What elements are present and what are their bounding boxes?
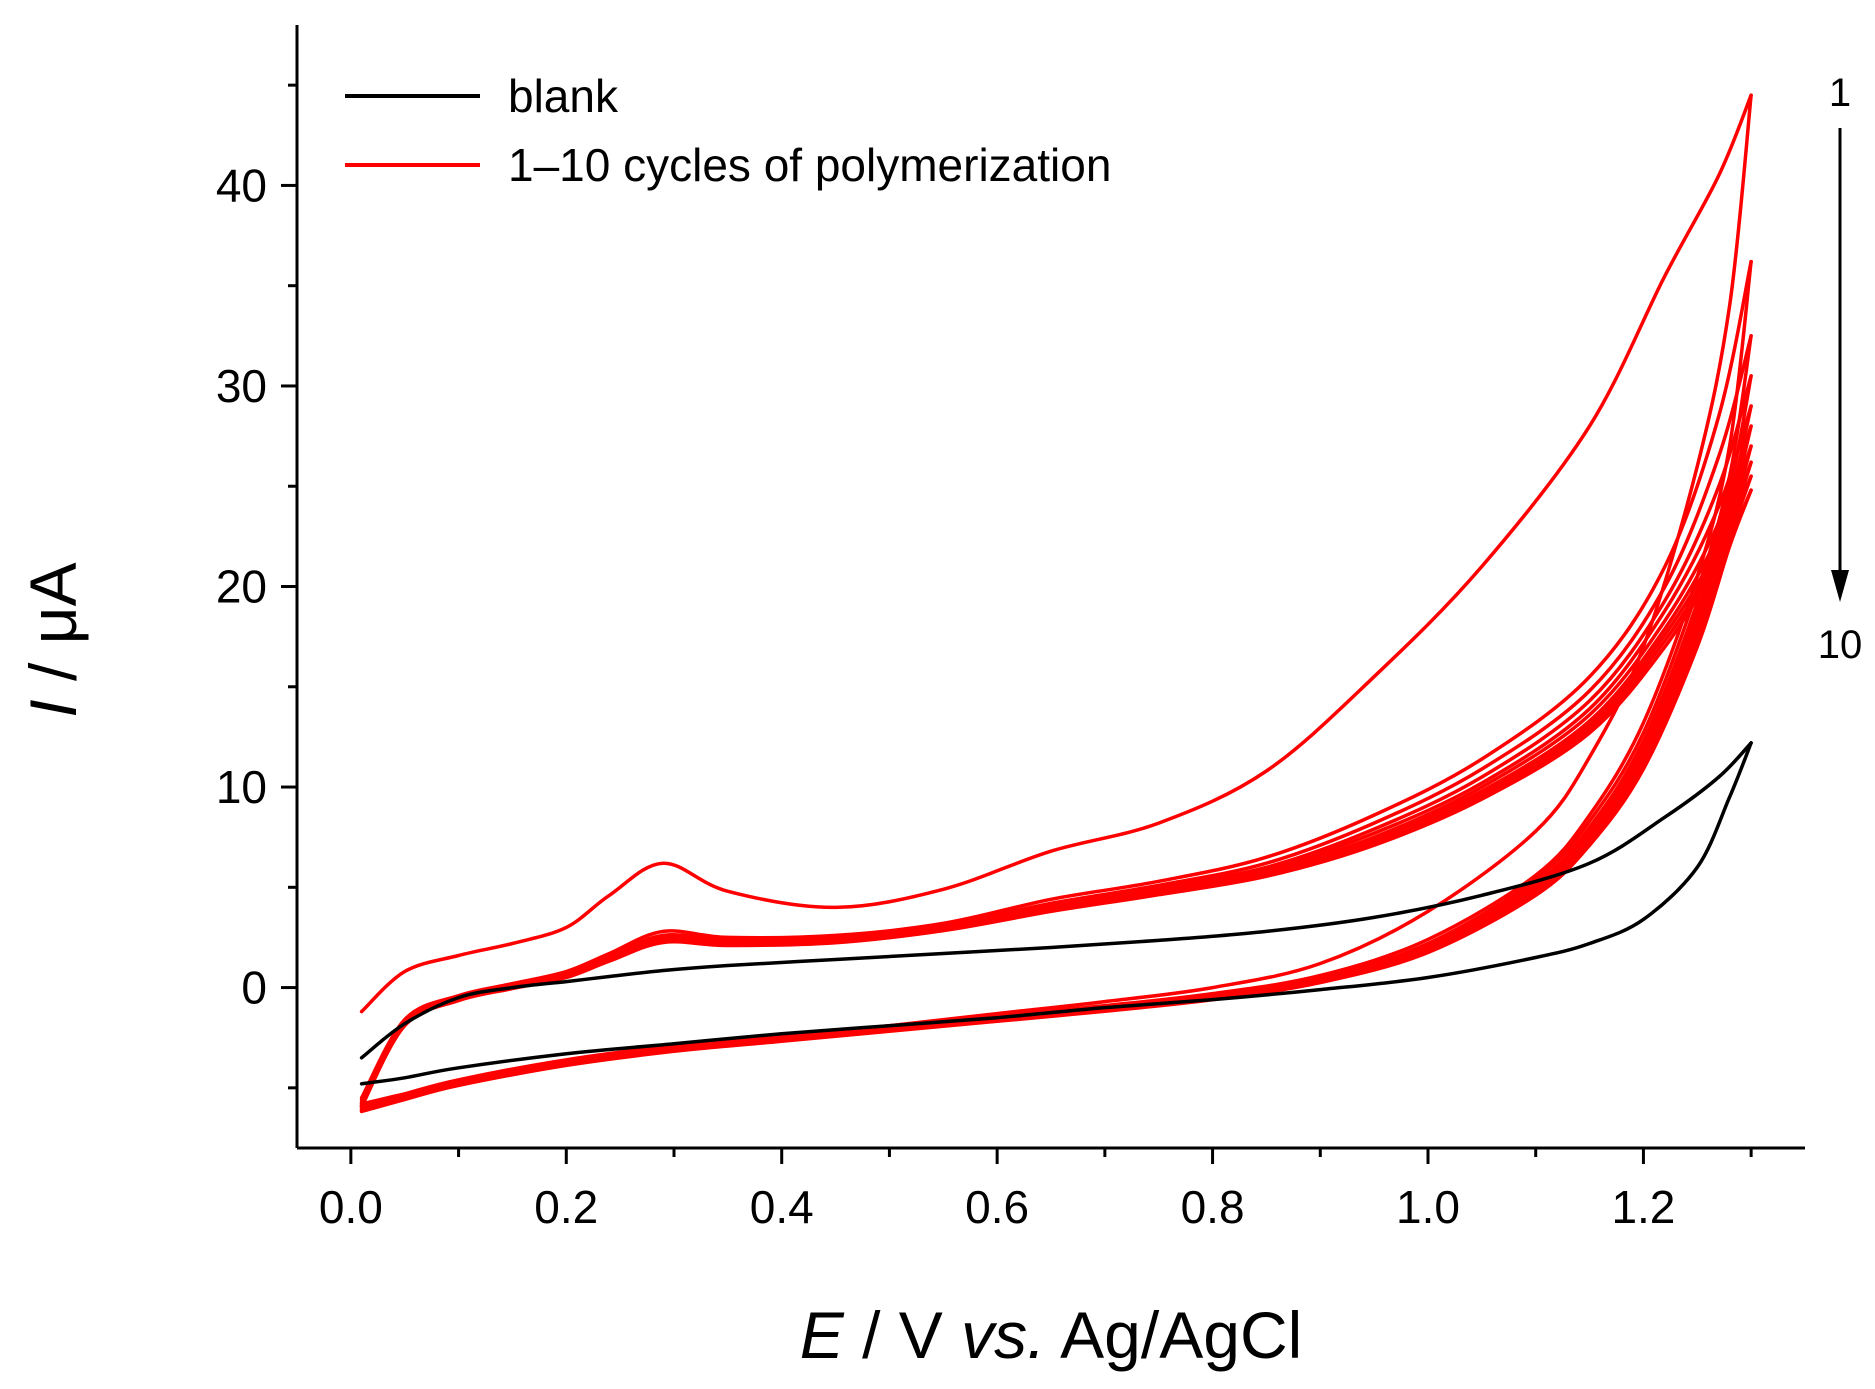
series-layer [359, 93, 1753, 1114]
series-cycle-2-reverse-scan [359, 259, 1753, 1108]
series-cycle-4-forward-scan [359, 374, 1753, 1104]
series-cycle-10-reverse-scan [359, 488, 1753, 1114]
legend-label-cycles: 1–10 cycles of polymerization [508, 139, 1111, 191]
y-axis-title-unit: / μA [16, 562, 90, 699]
x-axis-title-vs: vs. [961, 1298, 1045, 1372]
legend: blank 1–10 cycles of polymerization [345, 70, 1111, 191]
y-tick-label: 30 [216, 360, 267, 412]
legend-label-blank: blank [508, 70, 619, 122]
x-tick-label: 1.2 [1611, 1181, 1675, 1233]
x-tick-label: 0.4 [750, 1181, 814, 1233]
x-axis-title: E / V vs. Ag/AgCl [800, 1298, 1303, 1372]
y-tick-label: 40 [216, 159, 267, 211]
series-cycle-3-reverse-scan [359, 334, 1753, 1109]
x-axis-title-reference: Ag/AgCl [1045, 1298, 1302, 1372]
series-blank-forward-scan [359, 741, 1753, 1060]
series-blank-reverse-scan [359, 741, 1753, 1086]
y-tick-label: 0 [241, 962, 267, 1014]
y-axis-title: I / μA [16, 562, 90, 717]
annotation-arrow-head-icon [1831, 570, 1849, 602]
x-axis-ticks: 0.0 0.2 0.4 0.6 0.8 1.0 1.2 [319, 1148, 1753, 1233]
x-tick-label: 0.6 [965, 1181, 1029, 1233]
series-cycle-1-forward-scan [359, 93, 1753, 1014]
annotation-bottom-label: 10 [1818, 623, 1863, 667]
y-tick-label: 10 [216, 761, 267, 813]
y-axis-title-variable: I [16, 699, 90, 717]
annotation-top-label: 1 [1829, 71, 1851, 115]
cycle-direction-annotation: 1 10 [1818, 71, 1863, 667]
x-tick-label: 0.2 [534, 1181, 598, 1233]
y-axis-ticks: 0 10 20 30 40 [216, 83, 297, 1090]
series-cycle-4-reverse-scan [359, 374, 1753, 1110]
x-tick-label: 1.0 [1396, 1181, 1460, 1233]
series-cycle-1-reverse-scan [359, 93, 1753, 1106]
y-tick-label: 20 [216, 561, 267, 613]
x-axis-title-variable: E [800, 1298, 845, 1372]
x-axis-title-unit: / V [844, 1298, 961, 1372]
x-tick-label: 0.8 [1181, 1181, 1245, 1233]
x-tick-label: 0.0 [319, 1181, 383, 1233]
